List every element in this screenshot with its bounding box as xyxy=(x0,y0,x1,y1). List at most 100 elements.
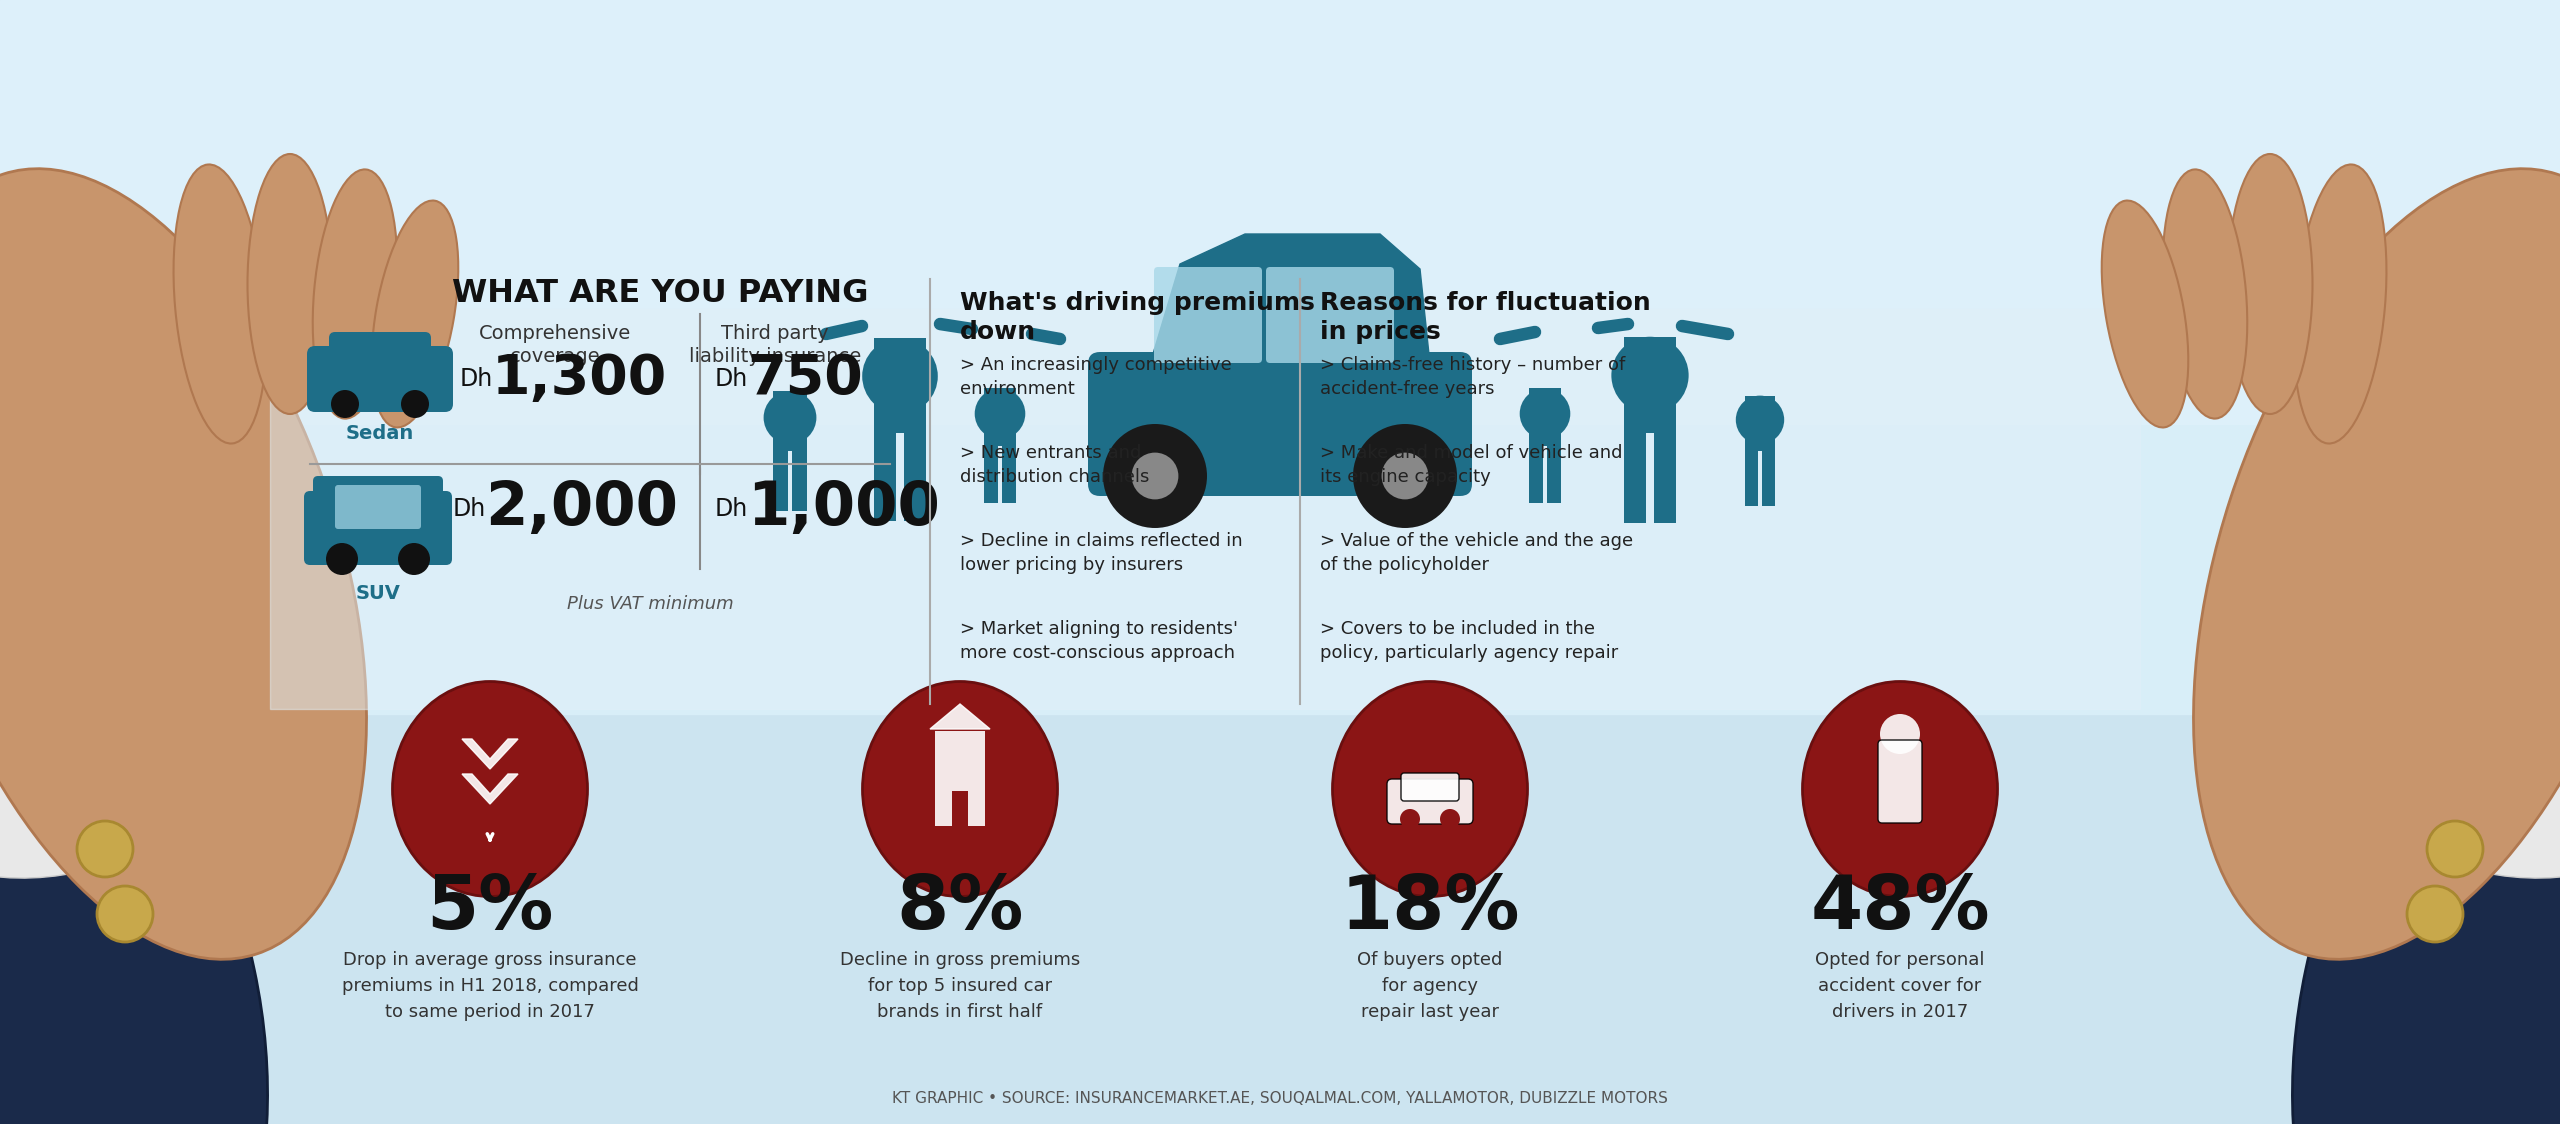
FancyBboxPatch shape xyxy=(312,475,443,534)
Bar xyxy=(952,791,968,826)
Bar xyxy=(983,389,1016,446)
Text: SUV: SUV xyxy=(356,584,399,602)
Bar xyxy=(1654,434,1677,523)
Text: > New entrants and
distribution channels: > New entrants and distribution channels xyxy=(960,444,1149,486)
Bar xyxy=(934,731,986,826)
Circle shape xyxy=(330,390,358,418)
Ellipse shape xyxy=(0,629,269,1124)
Ellipse shape xyxy=(1802,681,1997,897)
Polygon shape xyxy=(929,704,991,729)
Circle shape xyxy=(863,338,937,414)
Bar xyxy=(1528,389,1562,446)
Polygon shape xyxy=(461,738,517,769)
FancyBboxPatch shape xyxy=(307,346,453,413)
Circle shape xyxy=(97,886,154,942)
Ellipse shape xyxy=(2194,169,2560,959)
Ellipse shape xyxy=(2163,170,2248,418)
Text: Of buyers opted
for agency
repair last year: Of buyers opted for agency repair last y… xyxy=(1357,951,1503,1021)
FancyBboxPatch shape xyxy=(1155,268,1262,363)
Ellipse shape xyxy=(174,164,266,444)
Bar xyxy=(794,451,806,511)
Circle shape xyxy=(2406,886,2463,942)
Circle shape xyxy=(975,389,1027,439)
Text: > Make and model of vehicle and
its engine capacity: > Make and model of vehicle and its engi… xyxy=(1321,444,1623,486)
Ellipse shape xyxy=(2291,629,2560,1124)
Text: > Value of the vehicle and the age
of the policyholder: > Value of the vehicle and the age of th… xyxy=(1321,532,1633,573)
Text: Decline in gross premiums
for top 5 insured car
brands in first half: Decline in gross premiums for top 5 insu… xyxy=(840,951,1080,1021)
Circle shape xyxy=(1610,337,1690,414)
Text: 5%: 5% xyxy=(428,872,553,945)
Text: Dh: Dh xyxy=(714,368,748,391)
Text: 8%: 8% xyxy=(896,872,1024,945)
Text: > Claims-free history – number of
accident-free years: > Claims-free history – number of accide… xyxy=(1321,356,1626,398)
Bar xyxy=(904,433,927,520)
Bar xyxy=(876,433,896,520)
Ellipse shape xyxy=(2294,164,2386,444)
FancyBboxPatch shape xyxy=(330,332,430,382)
Text: Reasons for fluctuation
in prices: Reasons for fluctuation in prices xyxy=(1321,291,1651,344)
Bar xyxy=(269,309,2140,709)
FancyBboxPatch shape xyxy=(1267,268,1395,363)
Text: WHAT ARE YOU PAYING: WHAT ARE YOU PAYING xyxy=(451,279,868,309)
Text: 1,300: 1,300 xyxy=(492,352,668,406)
FancyBboxPatch shape xyxy=(1388,779,1472,824)
Text: Drop in average gross insurance
premiums in H1 2018, compared
to same period in : Drop in average gross insurance premiums… xyxy=(340,951,637,1021)
Text: > Market aligning to residents'
more cost-conscious approach: > Market aligning to residents' more cos… xyxy=(960,620,1239,662)
Text: Comprehensive
coverage: Comprehensive coverage xyxy=(479,324,632,366)
Circle shape xyxy=(2427,821,2483,877)
Bar xyxy=(0,0,2560,424)
FancyBboxPatch shape xyxy=(305,491,453,565)
Circle shape xyxy=(402,390,430,418)
Bar xyxy=(1743,451,1759,506)
Ellipse shape xyxy=(2102,200,2189,427)
Text: 18%: 18% xyxy=(1341,872,1521,945)
Bar xyxy=(1623,434,1646,523)
Ellipse shape xyxy=(2227,154,2312,414)
Text: Dh: Dh xyxy=(453,497,486,522)
Bar xyxy=(0,34,2560,714)
Text: Sedan: Sedan xyxy=(346,424,415,443)
Text: 2,000: 2,000 xyxy=(484,480,678,538)
Circle shape xyxy=(1132,453,1178,499)
Circle shape xyxy=(1521,389,1569,439)
Text: Opted for personal
accident cover for
drivers in 2017: Opted for personal accident cover for dr… xyxy=(1815,951,1984,1021)
Bar xyxy=(1761,451,1777,506)
Ellipse shape xyxy=(371,200,458,427)
Circle shape xyxy=(77,821,133,877)
Circle shape xyxy=(1439,809,1459,830)
Circle shape xyxy=(1382,453,1428,499)
Ellipse shape xyxy=(1334,681,1528,897)
Bar xyxy=(983,446,998,504)
Bar xyxy=(1623,337,1677,434)
Circle shape xyxy=(1736,396,1784,444)
FancyBboxPatch shape xyxy=(335,484,420,529)
Circle shape xyxy=(1354,424,1457,528)
Bar xyxy=(1743,396,1777,451)
Text: > Decline in claims reflected in
lower pricing by insurers: > Decline in claims reflected in lower p… xyxy=(960,532,1242,573)
Circle shape xyxy=(1103,424,1206,528)
Ellipse shape xyxy=(248,154,333,414)
Text: Dh: Dh xyxy=(461,368,494,391)
Ellipse shape xyxy=(312,170,397,418)
FancyBboxPatch shape xyxy=(1400,773,1459,801)
Bar xyxy=(1004,446,1016,504)
Circle shape xyxy=(1400,809,1421,830)
Text: Third party
liability insurance: Third party liability insurance xyxy=(689,324,860,366)
Text: > Covers to be included in the
policy, particularly agency repair: > Covers to be included in the policy, p… xyxy=(1321,620,1618,662)
Circle shape xyxy=(325,543,358,575)
Text: 750: 750 xyxy=(748,352,863,406)
FancyBboxPatch shape xyxy=(1879,740,1923,823)
Circle shape xyxy=(1879,714,1920,754)
Text: What's driving premiums
down: What's driving premiums down xyxy=(960,291,1316,344)
Ellipse shape xyxy=(2342,690,2560,878)
Text: Plus VAT minimum: Plus VAT minimum xyxy=(566,595,732,613)
Ellipse shape xyxy=(863,681,1057,897)
Text: KT GRAPHIC • SOURCE: INSURANCEMARKET.AE, SOUQALMAL.COM, YALLAMOTOR, DUBIZZLE MOT: KT GRAPHIC • SOURCE: INSURANCEMARKET.AE,… xyxy=(891,1091,1669,1106)
Polygon shape xyxy=(461,774,517,804)
Text: 48%: 48% xyxy=(1810,872,1989,945)
Bar xyxy=(1546,446,1562,504)
Text: Dh: Dh xyxy=(714,497,748,522)
Text: 1,000: 1,000 xyxy=(748,480,940,538)
Text: > An increasingly competitive
environment: > An increasingly competitive environmen… xyxy=(960,356,1231,398)
Bar xyxy=(876,338,927,433)
